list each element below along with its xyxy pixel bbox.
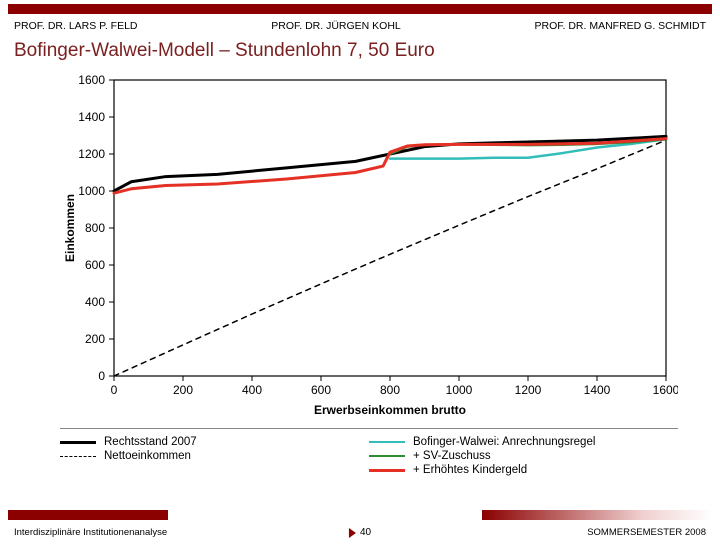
legend-item: Rechtsstand 2007 [60,435,369,449]
svg-text:1000: 1000 [78,184,105,198]
legend-item [60,463,369,477]
svg-text:1400: 1400 [78,110,105,124]
legend-label: Bofinger-Walwei: Anrechnungsregel [413,436,595,448]
svg-text:0: 0 [111,383,118,397]
legend-item: + SV-Zuschuss [369,449,678,463]
svg-text:1200: 1200 [515,383,542,397]
chart-legend: Rechtsstand 2007 Bofinger-Walwei: Anrechn… [60,428,678,477]
svg-text:1200: 1200 [78,147,105,161]
svg-text:400: 400 [242,383,262,397]
svg-text:0: 0 [98,369,105,383]
chevron-right-icon [349,528,356,538]
prof-name-center: PROF. DR. JÜRGEN KOHL [271,20,401,32]
header-names: PROF. DR. LARS P. FELD PROF. DR. JÜRGEN … [0,14,720,36]
svg-text:800: 800 [380,383,400,397]
prof-name-right: PROF. DR. MANFRED G. SCHMIDT [534,20,706,32]
page-title: Bofinger-Walwei-Modell – Stundenlohn 7, … [0,36,720,72]
svg-text:1600: 1600 [653,383,678,397]
legend-item: Bofinger-Walwei: Anrechnungsregel [369,435,678,449]
svg-text:200: 200 [85,332,105,346]
footer-page-number: 40 [349,527,371,538]
svg-text:800: 800 [85,221,105,235]
svg-text:1000: 1000 [446,383,473,397]
top-accent-bar [8,4,712,14]
footer-accent-bar-left [8,510,168,520]
legend-label: Rechtsstand 2007 [104,436,197,448]
legend-label: + Erhöhtes Kindergeld [413,464,527,476]
legend-label: Nettoeinkommen [104,450,191,462]
legend-item: + Erhöhtes Kindergeld [369,463,678,477]
svg-text:Einkommen: Einkommen [63,194,77,262]
legend-item: Nettoeinkommen [60,449,369,463]
chart-svg: 0 200 400 600 800 1000 1200 1400 1600 0 200 400 600 8… [60,72,678,420]
svg-text:200: 200 [173,383,193,397]
legend-swatch [369,455,405,457]
svg-text:600: 600 [85,258,105,272]
svg-text:Erwerbseinkommen brutto: Erwerbseinkommen brutto [314,403,466,417]
legend-label: + SV-Zuschuss [413,450,491,462]
svg-text:600: 600 [311,383,331,397]
line-chart: 0 200 400 600 800 1000 1200 1400 1600 0 200 400 600 8… [60,72,678,420]
legend-swatch [60,456,96,457]
prof-name-left: PROF. DR. LARS P. FELD [14,20,138,32]
footer-accent-gradient-right [482,510,712,520]
svg-text:1600: 1600 [78,73,105,87]
footer-right-text: SOMMERSEMESTER 2008 [587,527,706,538]
legend-swatch [60,441,96,444]
svg-text:400: 400 [85,295,105,309]
footer-left-text: Interdisziplinäre Institutionenanalyse [14,527,167,538]
svg-text:1400: 1400 [584,383,611,397]
legend-swatch [369,441,405,443]
footer: Interdisziplinäre Institutionenanalyse 4… [0,527,720,538]
legend-swatch [369,469,405,472]
